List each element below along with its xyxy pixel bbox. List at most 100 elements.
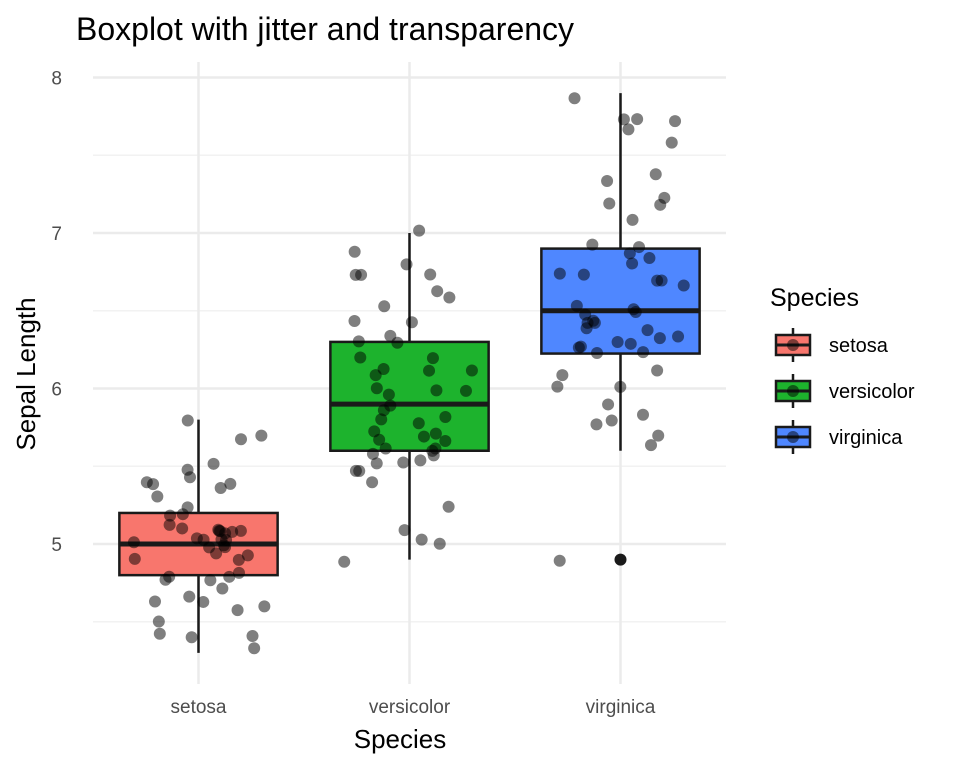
jitter-point bbox=[338, 555, 351, 568]
jitter-point bbox=[626, 257, 639, 270]
jitter-point bbox=[651, 364, 664, 377]
jitter-point bbox=[623, 247, 636, 260]
box-setosa bbox=[118, 419, 279, 653]
jitter-point bbox=[384, 329, 397, 342]
jitter-point bbox=[353, 464, 366, 477]
jitter-point bbox=[572, 341, 585, 354]
legend-key-versicolor: versicolor bbox=[774, 374, 915, 408]
jitter-point bbox=[164, 509, 177, 522]
jitter-point bbox=[590, 418, 603, 431]
jitter-point bbox=[159, 573, 172, 586]
jitter-point bbox=[412, 417, 425, 430]
jitter-point bbox=[622, 123, 635, 136]
jitter-point bbox=[181, 414, 194, 427]
jitter-point bbox=[617, 113, 630, 126]
outlier-point bbox=[614, 553, 627, 566]
jitter-point bbox=[248, 642, 261, 655]
y-tick-label: 7 bbox=[51, 224, 62, 245]
jitter-point bbox=[633, 241, 646, 254]
jitter-point bbox=[556, 369, 569, 382]
y-axis-ticks: 5 6 7 8 bbox=[51, 69, 62, 556]
jitter-point bbox=[233, 566, 246, 579]
jitter-point bbox=[234, 524, 247, 537]
jitter-point bbox=[626, 213, 639, 226]
x-tick-label: virginica bbox=[586, 697, 656, 718]
x-axis-title: Species bbox=[354, 724, 447, 754]
jitter-point bbox=[379, 442, 392, 455]
x-tick-label: versicolor bbox=[369, 697, 451, 718]
jitter-point bbox=[627, 303, 640, 316]
jitter-point bbox=[459, 384, 472, 397]
legend-key-point bbox=[787, 385, 799, 397]
jitter-point bbox=[366, 476, 379, 489]
legend-title: Species bbox=[770, 284, 859, 312]
jitter-point bbox=[231, 604, 244, 617]
jitter-point bbox=[568, 92, 581, 105]
jitter-point bbox=[590, 346, 603, 359]
y-tick-label: 8 bbox=[51, 69, 62, 90]
jitter-point bbox=[672, 330, 685, 343]
legend-label: virginica bbox=[829, 427, 903, 449]
jitter-point bbox=[649, 168, 662, 181]
jitter-point bbox=[348, 314, 361, 327]
jitter-point bbox=[417, 430, 430, 443]
jitter-point bbox=[652, 429, 665, 442]
legend-key-point bbox=[787, 339, 799, 351]
y-axis-title: Sepal Length bbox=[11, 297, 41, 450]
jitter-point bbox=[181, 463, 194, 476]
jitter-point bbox=[605, 414, 618, 427]
y-tick-label: 6 bbox=[51, 380, 62, 401]
jitter-point bbox=[375, 413, 388, 426]
jitter-point bbox=[553, 554, 566, 567]
jitter-point bbox=[570, 299, 583, 312]
jitter-point bbox=[378, 300, 391, 313]
jitter-point bbox=[645, 439, 658, 452]
jitter-point bbox=[216, 582, 229, 595]
jitter-point bbox=[373, 433, 386, 446]
jitter-point bbox=[405, 316, 418, 329]
jitter-point bbox=[429, 427, 442, 440]
jitter-point bbox=[414, 454, 427, 467]
jitter-point bbox=[153, 627, 166, 640]
jitter-point bbox=[148, 595, 161, 608]
legend-key-virginica: virginica bbox=[774, 420, 903, 454]
jitter-point bbox=[653, 332, 666, 345]
jitter-point bbox=[152, 615, 165, 628]
jitter-point bbox=[637, 408, 650, 421]
jitter-point bbox=[349, 268, 362, 281]
jitter-point bbox=[426, 352, 439, 365]
legend-key-point bbox=[787, 431, 799, 443]
jitter-point bbox=[255, 429, 268, 442]
jitter-point bbox=[204, 574, 217, 587]
jitter-point bbox=[197, 595, 210, 608]
jitter-point bbox=[431, 285, 444, 298]
jitter-point bbox=[190, 532, 203, 545]
jitter-point bbox=[151, 490, 164, 503]
jitter-point bbox=[551, 380, 564, 393]
legend-keys: setosa versicolor virginica bbox=[774, 328, 915, 454]
jitter-point bbox=[258, 600, 271, 613]
jitter-point bbox=[352, 335, 365, 348]
jitter-point bbox=[424, 268, 437, 281]
jitter-point bbox=[163, 518, 176, 531]
jitter-point bbox=[400, 258, 413, 271]
jitter-point bbox=[614, 380, 627, 393]
y-tick-label: 5 bbox=[51, 535, 62, 556]
jitter-point bbox=[348, 245, 361, 258]
jitter-point bbox=[370, 382, 383, 395]
jitter-point bbox=[465, 364, 478, 377]
jitter-point bbox=[413, 224, 426, 237]
jitter-point bbox=[423, 364, 436, 377]
legend: Species setosa versicolor virginica bbox=[770, 284, 915, 454]
jitter-point bbox=[241, 549, 254, 562]
jitter-point bbox=[624, 337, 637, 350]
x-tick-label: setosa bbox=[171, 697, 227, 718]
jitter-point bbox=[223, 570, 236, 583]
jitter-point bbox=[181, 501, 194, 514]
jitter-point bbox=[127, 536, 140, 549]
jitter-point bbox=[577, 268, 590, 281]
jitter-point bbox=[397, 456, 410, 469]
jitter-point bbox=[586, 238, 599, 251]
jitter-point bbox=[128, 552, 141, 565]
